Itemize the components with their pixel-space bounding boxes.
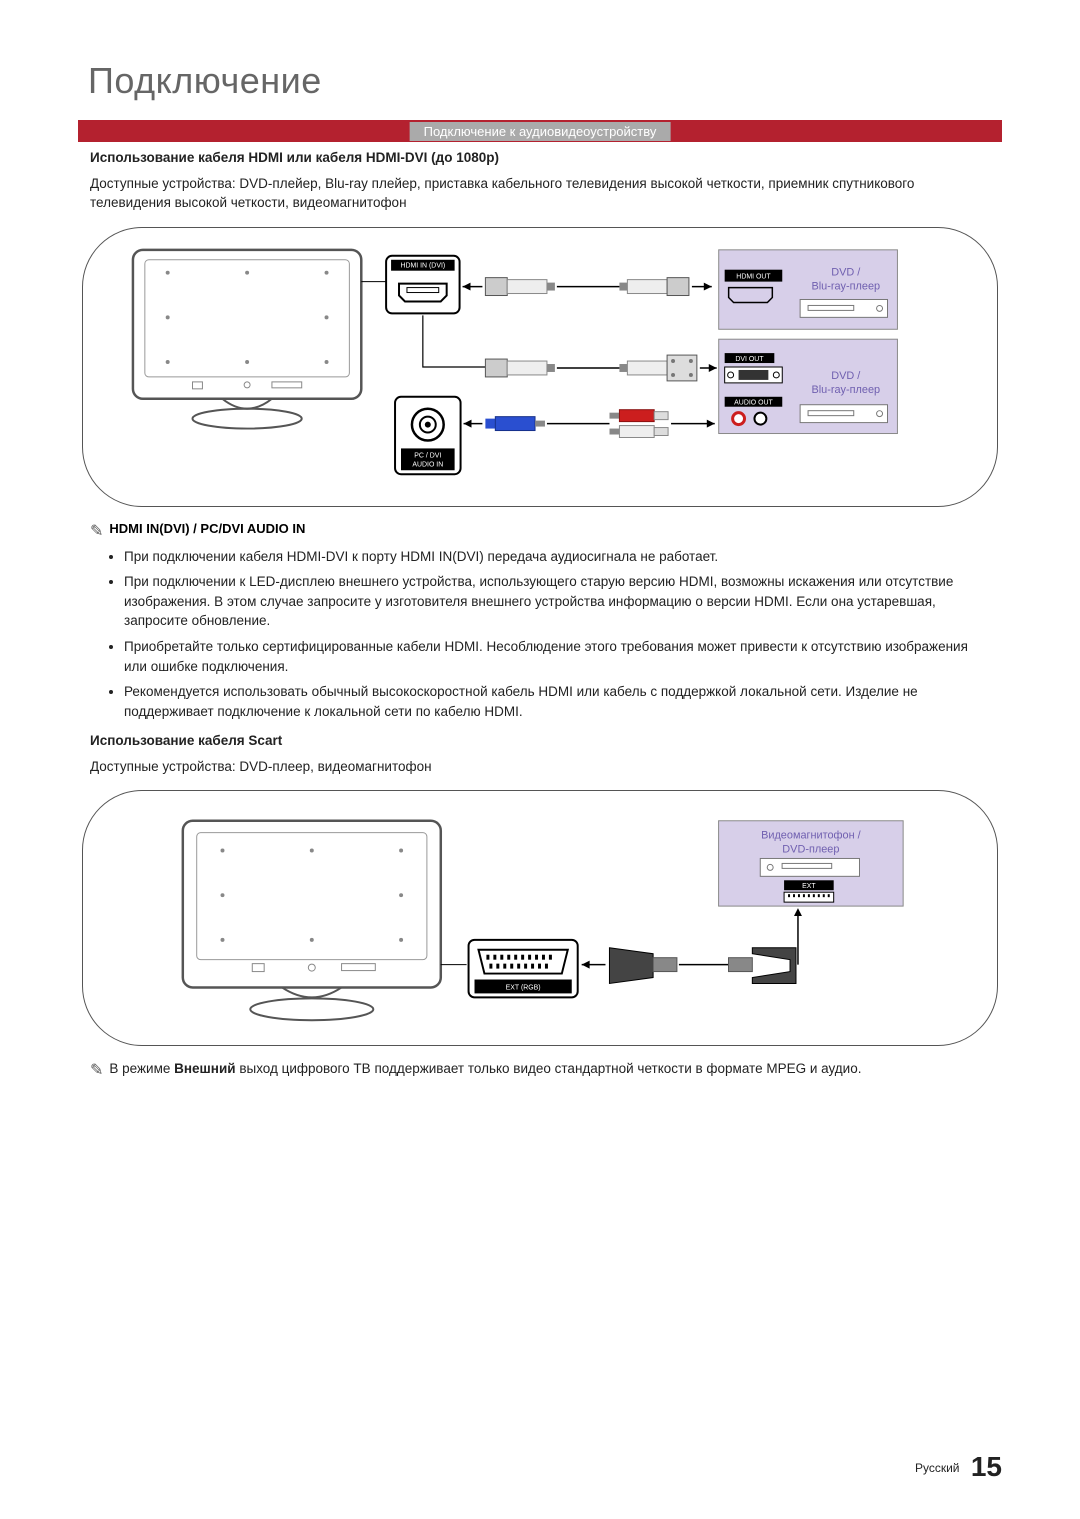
audio-rca-right	[610, 409, 669, 437]
hdmi-note-row: ✎ HDMI IN(DVI) / PC/DVI AUDIO IN	[90, 521, 990, 541]
device-hdmi: HDMI OUT DVD / Blu-ray-плеер	[719, 250, 898, 329]
svg-text:Blu-ray-плеер: Blu-ray-плеер	[811, 384, 880, 396]
hdmi-heading: Использование кабеля HDMI или кабеля HDM…	[90, 148, 990, 168]
diagram-hdmi-svg: HDMI IN (DVI) HDMI OUT	[83, 228, 997, 506]
audio-in-panel: PC / DVI AUDIO IN	[395, 396, 461, 473]
footnote-prefix: В режиме	[109, 1061, 174, 1076]
device-scart: Видеомагнитофон / DVD-плеер EXT	[719, 821, 904, 906]
hdmi-bullets: При подключении кабеля HDMI-DVI к порту …	[124, 547, 990, 722]
section-banner-label: Подключение к аудиовидеоустройству	[410, 122, 671, 141]
page-footer: Русский 15	[915, 1451, 1002, 1483]
hdmi-in-panel: HDMI IN (DVI)	[386, 255, 459, 313]
ext-label: EXT	[802, 884, 816, 891]
scart-heading: Использование кабеля Scart	[90, 731, 990, 751]
diagram-scart-svg: EXT (RGB) Видеомагнитофон / DVD-плеер	[83, 791, 997, 1045]
section-banner: Подключение к аудиовидеоустройству	[78, 120, 1002, 142]
footnote-suffix: выход цифрового ТВ поддерживает только в…	[236, 1061, 862, 1076]
footer-lang: Русский	[915, 1461, 960, 1475]
footnote: ✎ В режиме Внешний выход цифрового ТВ по…	[90, 1060, 990, 1082]
dvi-plug-right	[619, 355, 696, 381]
svg-text:PC / DVI: PC / DVI	[414, 452, 441, 459]
hdmi-bullet-0: При подключении кабеля HDMI-DVI к порту …	[124, 547, 990, 567]
svg-text:Видеомагнитофон /: Видеомагнитофон /	[761, 830, 862, 842]
hdmi-out-label: HDMI OUT	[736, 273, 771, 280]
diagram-scart: EXT (RGB) Видеомагнитофон / DVD-плеер	[82, 790, 998, 1046]
svg-text:Blu-ray-плеер: Blu-ray-плеер	[811, 280, 880, 292]
scart-plug-left	[609, 948, 676, 984]
svg-text:DVD /: DVD /	[831, 370, 861, 382]
page-title: Подключение	[88, 60, 1002, 102]
svg-text:DVD /: DVD /	[831, 266, 861, 278]
scart-devices: Доступные устройства: DVD-плеер, видеома…	[90, 757, 990, 777]
tv-outline	[133, 250, 361, 429]
device-dvi: DVI OUT DVD / Blu-ray-плеер AUDIO OUT	[719, 339, 898, 433]
hdmi-plug-right	[619, 277, 689, 295]
hdmi-bullet-1: При подключении к LED-дисплею внешнего у…	[124, 572, 990, 631]
tv-outline-2	[183, 821, 441, 1020]
dvi-plug-left	[485, 359, 554, 377]
hdmi-devices: Доступные устройства: DVD-плейер, Blu-ra…	[90, 174, 990, 213]
hdmi-bullet-3: Рекомендуется использовать обычный высок…	[124, 682, 990, 721]
note-icon: ✎	[90, 521, 103, 541]
svg-text:DVD-плеер: DVD-плеер	[782, 844, 839, 856]
note-icon: ✎	[90, 1060, 103, 1082]
dvi-out-label: DVI OUT	[735, 356, 764, 363]
audio-out-label: AUDIO OUT	[734, 399, 773, 406]
scart-plug-right	[729, 948, 796, 984]
hdmi-bullet-2: Приобретайте только сертифицированные ка…	[124, 637, 990, 676]
hdmi-plug-left	[485, 277, 554, 295]
footer-page-number: 15	[971, 1451, 1002, 1482]
ext-rgb-panel: EXT (RGB)	[469, 940, 578, 998]
diagram-hdmi: HDMI IN (DVI) HDMI OUT	[82, 227, 998, 507]
audio-plug-left	[485, 416, 545, 430]
hdmi-note-heading: HDMI IN(DVI) / PC/DVI AUDIO IN	[109, 521, 305, 536]
ext-rgb-label: EXT (RGB)	[506, 985, 541, 992]
hdmi-in-label: HDMI IN (DVI)	[400, 262, 445, 269]
footnote-bold: Внешний	[174, 1061, 235, 1076]
svg-text:AUDIO IN: AUDIO IN	[412, 461, 443, 468]
